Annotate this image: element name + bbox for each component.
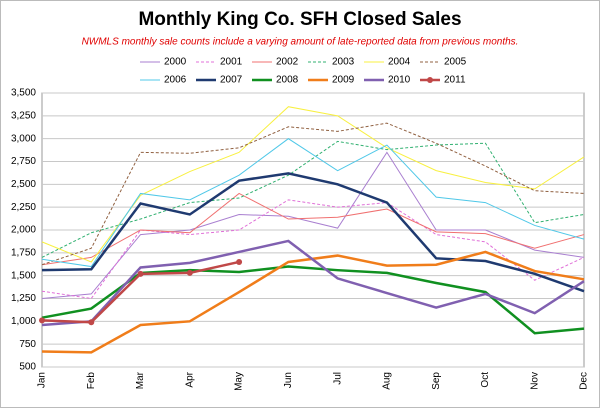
- x-tick-label: Jan: [37, 372, 48, 388]
- legend-label: 2001: [220, 57, 243, 68]
- y-tick-label: 2,750: [11, 156, 36, 167]
- chart-title: Monthly King Co. SFH Closed Sales: [138, 9, 461, 30]
- y-tick-label: 3,000: [11, 133, 36, 144]
- legend-label: 2000: [164, 57, 187, 68]
- y-tick-label: 3,500: [11, 88, 36, 99]
- legend-label: 2005: [444, 57, 467, 68]
- series-line: [41, 199, 585, 300]
- x-tick-label: Oct: [480, 372, 491, 388]
- y-tick-label: 1,750: [11, 247, 36, 258]
- x-tick-label: Aug: [382, 372, 393, 390]
- y-tick-label: 3,250: [11, 110, 36, 121]
- legend-label: 2008: [276, 75, 299, 86]
- point: [186, 269, 193, 276]
- series-line: [41, 140, 585, 258]
- legend-label: 2009: [332, 75, 355, 86]
- series-line: [41, 192, 585, 266]
- x-tick-label: Apr: [184, 371, 195, 387]
- y-tick-label: 1,000: [11, 316, 36, 327]
- x-tick-label: Sep: [431, 372, 442, 390]
- legend-label: 2010: [388, 75, 411, 86]
- x-tick-label: Jun: [283, 372, 294, 388]
- point: [236, 258, 243, 265]
- series-line: [41, 151, 585, 299]
- legend-label: 2002: [276, 57, 299, 68]
- y-tick-label: 2,000: [11, 225, 36, 236]
- y-tick-label: 2,250: [11, 202, 36, 213]
- x-tick-label: Feb: [86, 372, 97, 390]
- series-line: [41, 122, 585, 266]
- series-line: [41, 138, 585, 268]
- y-tick-label: 1,500: [11, 270, 36, 281]
- point: [88, 319, 95, 326]
- x-tick-label: Jul: [332, 372, 343, 385]
- series-line: [41, 172, 585, 293]
- x-tick-label: Mar: [135, 371, 146, 389]
- series-line: [41, 239, 585, 327]
- x-tick-label: May: [234, 372, 245, 391]
- chart-subtitle: NWMLS monthly sale counts include a vary…: [82, 37, 519, 48]
- x-tick-label: Dec: [579, 372, 590, 390]
- legend-label: 2011: [444, 75, 466, 86]
- point: [137, 270, 144, 277]
- legend-label: 2007: [220, 75, 243, 86]
- legend-label: 2006: [164, 75, 187, 86]
- y-tick-label: 750: [19, 339, 36, 350]
- y-tick-label: 500: [19, 362, 36, 373]
- legend-label: 2004: [388, 57, 411, 68]
- x-tick-label: Nov: [529, 372, 540, 390]
- legend-label: 2003: [332, 57, 355, 68]
- legend-marker: [427, 77, 433, 83]
- series-line: [41, 265, 585, 335]
- point: [39, 317, 45, 324]
- y-tick-label: 1,250: [11, 293, 36, 304]
- y-tick-label: 2,500: [11, 179, 36, 190]
